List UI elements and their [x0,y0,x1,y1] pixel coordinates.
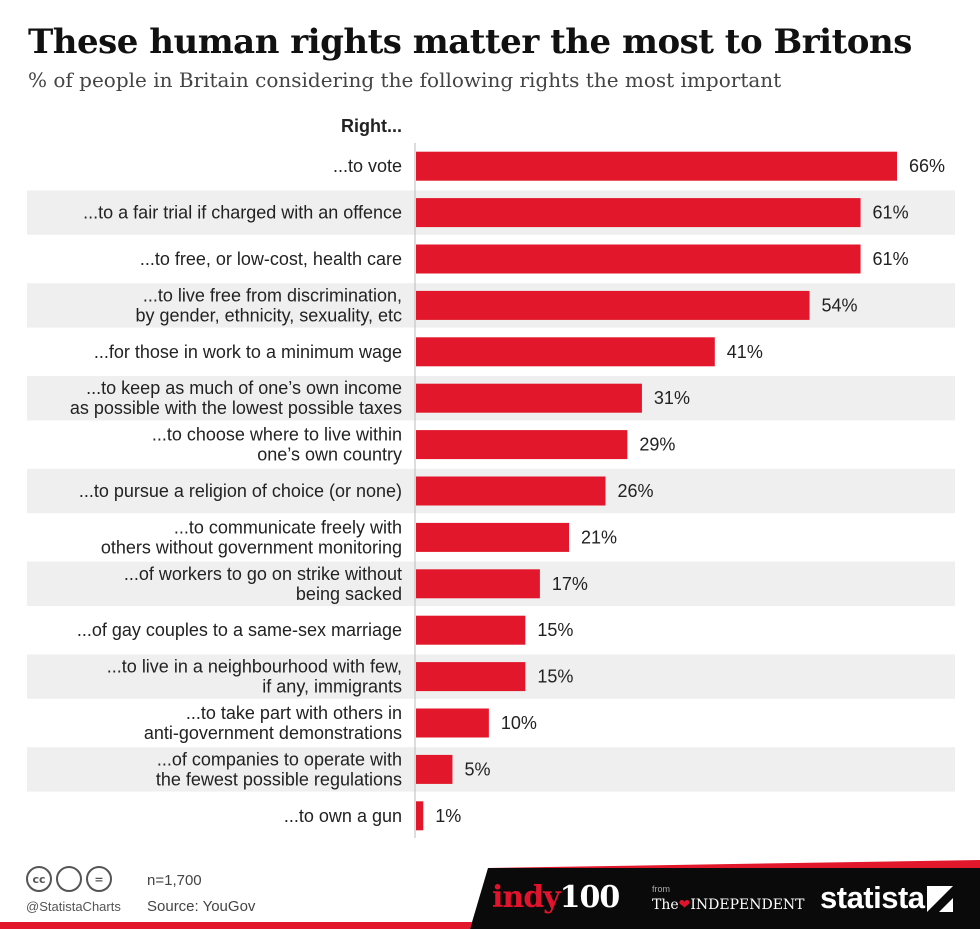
category-label: ...to choose where to live within [152,425,402,445]
category-label: anti-government demonstrations [144,723,402,743]
value-label: 61% [873,203,909,223]
value-label: 31% [654,388,690,408]
bar-chart: Right... ...to vote ...to a fair trial if… [27,116,955,838]
statista-mark-icon [927,886,953,912]
bar [416,569,540,599]
category-label: one’s own country [257,445,402,465]
bar [416,708,489,738]
statista-logo: statista [820,880,925,915]
bar [416,383,642,413]
category-label: as possible with the lowest possible tax… [70,398,402,418]
value-label: 21% [581,527,617,547]
bar [416,290,810,320]
bar [416,522,570,552]
value-label: 66% [909,156,945,176]
category-label: ...of gay couples to a same-sex marriage [77,620,402,640]
independent-logo: The❤INDEPENDENT [652,897,805,913]
bar [416,151,897,181]
category-label: ...to own a gun [284,806,402,826]
bar [416,476,606,506]
from-label: from [652,884,670,894]
category-label: by gender, ethnicity, sexuality, etc [136,305,402,325]
value-label: 1% [435,806,461,826]
category-label: ...to a fair trial if charged with an of… [83,203,402,223]
value-label: 15% [537,667,573,687]
category-header: Right... [341,116,402,136]
category-label: ...for those in work to a minimum wage [94,342,402,362]
category-label: being sacked [296,584,402,604]
category-label: ...to communicate freely with [174,517,402,537]
category-label: ...to live in a neighbourhood with few, [107,657,402,677]
indy100-logo: indy100 [492,880,620,915]
bar [416,244,861,274]
category-label: others without government monitoring [101,537,402,557]
source-note: Source: YouGov [147,898,256,915]
category-label: the fewest possible regulations [156,769,402,789]
value-label: 10% [501,713,537,733]
value-label: 26% [617,481,653,501]
value-label: 41% [727,342,763,362]
value-label: 54% [822,295,858,315]
category-label: ...to live free from discrimination, [143,285,402,305]
creative-commons-icon: cc [26,866,52,892]
category-label: ...to vote [333,156,402,176]
category-label: ...to keep as much of one’s own income [86,378,402,398]
no-derivatives-icon: = [86,866,112,892]
chart-subtitle: % of people in Britain considering the f… [28,68,782,92]
bar [416,430,628,460]
bar [416,198,861,228]
attribution-icon [56,866,82,892]
row-stripe [27,747,955,792]
value-label: 29% [639,435,675,455]
bar [416,662,526,692]
value-label: 17% [552,574,588,594]
category-label: ...of companies to operate with [157,749,402,769]
bar [416,801,424,831]
category-label: ...to free, or low-cost, health care [140,249,402,269]
value-label: 61% [873,249,909,269]
value-label: 5% [464,759,490,779]
category-label: ...to pursue a religion of choice (or no… [79,481,402,501]
chart-title: These human rights matter the most to Br… [28,22,912,62]
statista-handle: @StatistaCharts [26,899,121,914]
license-icons: cc = [26,866,112,892]
bar [416,754,453,784]
bar [416,615,526,645]
sample-size-note: n=1,700 [147,872,202,889]
category-label: ...of workers to go on strike without [124,564,402,584]
value-label: 15% [537,620,573,640]
category-label: if any, immigrants [262,677,402,697]
category-label: ...to take part with others in [186,703,402,723]
bar [416,337,715,367]
